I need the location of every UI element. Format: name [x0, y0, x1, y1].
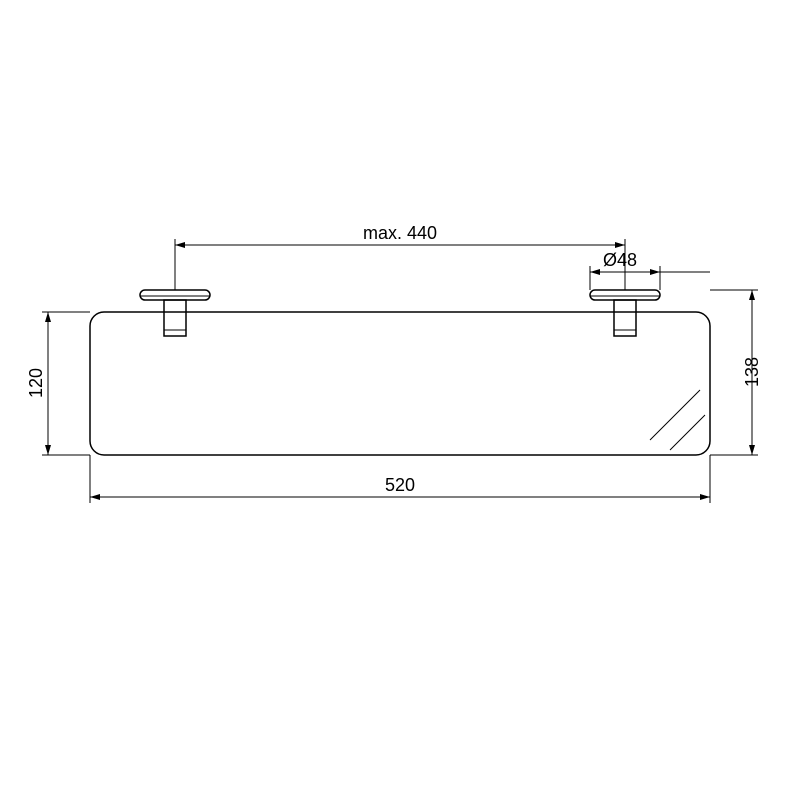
svg-text:138: 138 — [742, 357, 762, 387]
svg-text:max. 440: max. 440 — [363, 223, 437, 243]
svg-text:120: 120 — [26, 368, 46, 398]
svg-text:Ø48: Ø48 — [603, 250, 637, 270]
svg-text:520: 520 — [385, 475, 415, 495]
